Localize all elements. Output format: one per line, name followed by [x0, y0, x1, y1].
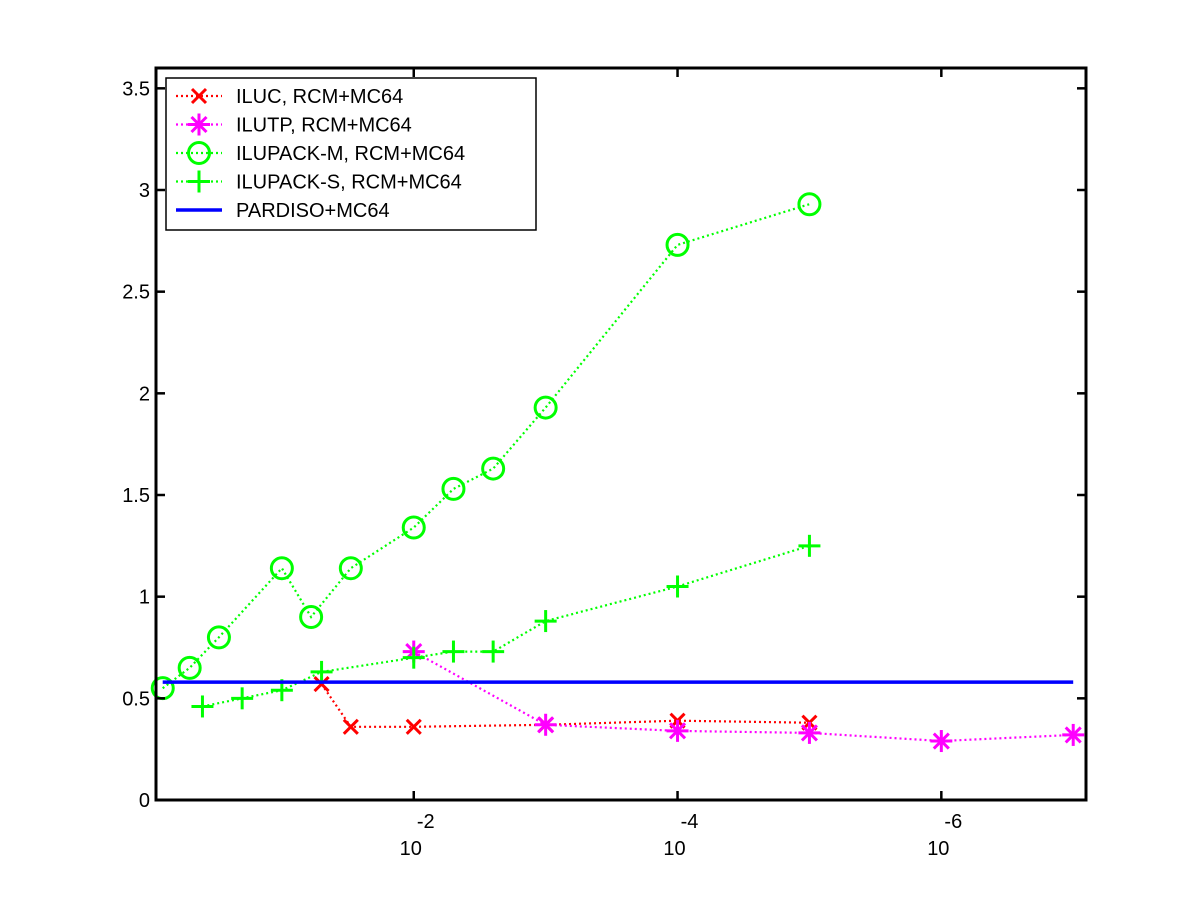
- x-tick-label-base-1: 10: [663, 838, 685, 860]
- series-layer: [150, 192, 1085, 753]
- legend-entry-0: ILUC, RCM+MC64: [176, 86, 403, 108]
- legend-marker-1: [188, 113, 210, 136]
- series-2-point-6: [401, 515, 426, 540]
- y-tick-label-5: 2.5: [122, 282, 150, 304]
- series-2-point-2: [206, 625, 231, 650]
- series-2-point-7: [441, 476, 466, 501]
- series-3: [191, 534, 821, 718]
- x-tick-label-base-2: 10: [927, 838, 949, 860]
- series-3-point-4: [402, 646, 425, 669]
- series-3-point-8: [666, 575, 689, 598]
- y-tick-label-1: 0.5: [122, 688, 150, 710]
- y-tick-label-2: 1: [139, 587, 150, 609]
- series-1-line: [413, 650, 1074, 743]
- y-tick-label-7: 3.5: [122, 78, 150, 100]
- legend-entry-3: ILUPACK-S, RCM+MC64: [176, 170, 462, 194]
- plot-frame: [154, 66, 1088, 802]
- series-1-point-3: [798, 721, 821, 744]
- legend-label-0: ILUC, RCM+MC64: [236, 86, 403, 108]
- ticks-layer: 0 0.5 1 1.5 2 2.5 3 3.5 10 -2 10 -4 10 -6: [122, 68, 1086, 860]
- legend-entry-2: ILUPACK-M, RCM+MC64: [176, 141, 465, 165]
- legend-label-2: ILUPACK-M, RCM+MC64: [236, 143, 465, 165]
- series-1-point-1: [534, 713, 557, 736]
- x-tick-label-exp-0: -2: [417, 811, 435, 833]
- legend-marker-3: [188, 170, 210, 193]
- series-2-point-9: [533, 395, 558, 420]
- legend: ILUC, RCM+MC64 ILUTP, RCM+MC64 ILUPACK-M, …: [165, 77, 537, 231]
- legend-label-3: ILUPACK-S, RCM+MC64: [236, 172, 462, 194]
- x-tick-label-base-0: 10: [400, 838, 422, 860]
- series-2-point-10: [665, 232, 690, 257]
- y-tick-label-6: 3: [139, 180, 150, 202]
- series-2-point-4: [299, 605, 324, 629]
- y-tick-label-3: 1.5: [122, 485, 150, 507]
- series-0-point-1: [342, 718, 359, 735]
- y-tick-label-0: 0: [139, 790, 150, 812]
- series-2-point-1: [177, 655, 202, 680]
- series-3-point-7: [534, 610, 557, 633]
- series-0-line: [320, 683, 810, 728]
- series-1-point-5: [1062, 723, 1085, 746]
- series-2: [150, 192, 822, 701]
- legend-entry-4: PARDISO+MC64: [176, 200, 390, 222]
- legend-marker-0: [190, 87, 208, 105]
- series-2-line: [162, 203, 810, 690]
- series-3-point-9: [798, 534, 821, 557]
- legend-entry-1: ILUTP, RCM+MC64: [176, 113, 412, 137]
- series-2-point-8: [481, 456, 506, 481]
- series-0-point-0: [313, 676, 330, 693]
- series-1-point-2: [666, 719, 689, 742]
- series-3-line: [202, 544, 810, 708]
- series-2-point-3: [269, 556, 294, 581]
- series-3-point-0: [191, 695, 214, 718]
- series-3-point-3: [310, 660, 333, 683]
- series-3-point-1: [231, 687, 254, 710]
- series-0-point-2: [405, 718, 422, 735]
- x-tick-label-exp-2: -6: [944, 811, 962, 833]
- legend-marker-2: [187, 141, 211, 165]
- series-2-point-5: [338, 556, 363, 581]
- legend-box: [165, 77, 537, 231]
- legend-label-1: ILUTP, RCM+MC64: [236, 115, 412, 137]
- x-tick-label-exp-1: -4: [681, 811, 699, 833]
- series-2-point-11: [797, 192, 822, 217]
- y-tick-label-4: 2: [139, 383, 150, 405]
- series-3-point-5: [442, 640, 465, 663]
- legend-label-4: PARDISO+MC64: [236, 200, 390, 222]
- series-1-point-4: [930, 730, 953, 753]
- series-3-point-6: [482, 640, 505, 663]
